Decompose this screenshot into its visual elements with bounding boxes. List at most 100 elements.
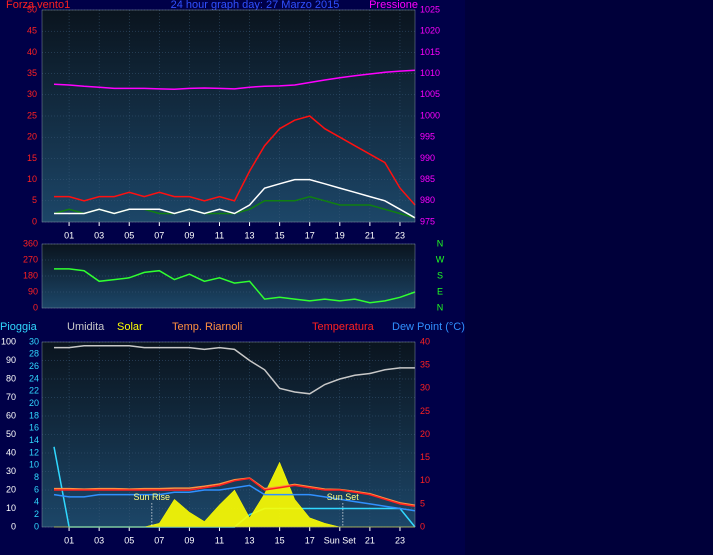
- annotation: Sun Set: [327, 492, 360, 502]
- y-tick-label: 25: [27, 110, 37, 120]
- x-tick-label: 07: [154, 535, 164, 545]
- y-tick-label: 100: [1, 336, 16, 346]
- y3-tick-label: 28: [29, 349, 39, 359]
- x-tick-label: 03: [94, 535, 104, 545]
- y2-tick-label: W: [436, 254, 445, 264]
- y2-tick-label: 975: [420, 216, 435, 226]
- y2-tick-label: N: [437, 238, 444, 248]
- y2-tick-label: E: [437, 286, 443, 296]
- y3-tick-label: 12: [29, 447, 39, 457]
- y2-label: Pressione: [369, 0, 418, 11]
- x-tick-label: 17: [305, 230, 315, 240]
- y2-tick-label: 5: [420, 498, 425, 508]
- y-tick-label: 0: [33, 302, 38, 312]
- x-tick-label: 17: [305, 535, 315, 545]
- series-line: [54, 477, 416, 507]
- y3-tick-label: 8: [34, 472, 39, 482]
- x-tick-label: 23: [395, 535, 405, 545]
- series-line: [54, 344, 415, 395]
- x-tick-label: 01: [64, 230, 74, 240]
- y2-tick-label: 995: [420, 132, 435, 142]
- x-tick-label: 11: [215, 535, 224, 545]
- y2-tick-label: 1000: [420, 110, 440, 120]
- series-line: [54, 477, 416, 507]
- x-tick-label: 09: [184, 230, 194, 240]
- y-tick-label: 80: [6, 373, 16, 383]
- y-tick-label: 30: [27, 89, 37, 99]
- y-tick-label: 360: [23, 238, 38, 248]
- y-tick-label: 270: [23, 254, 38, 264]
- y2-tick-label: S: [437, 270, 443, 280]
- y2-tick-label: 985: [420, 174, 435, 184]
- x-tick-label: 15: [275, 230, 285, 240]
- y-tick-label: 50: [27, 4, 37, 14]
- legend-entry: Pioggia: [0, 321, 38, 333]
- y3-tick-label: 10: [29, 460, 39, 470]
- y-tick-label: 15: [27, 153, 37, 163]
- y2-tick-label: 15: [420, 452, 430, 462]
- series-line: [54, 115, 416, 206]
- y-tick-label: 0: [32, 216, 37, 226]
- y3-tick-label: 18: [29, 410, 39, 420]
- y3-tick-label: 26: [29, 361, 39, 371]
- y3-tick-label: 16: [29, 423, 39, 433]
- y-tick-label: 30: [6, 466, 16, 476]
- y2-tick-label: 10: [420, 475, 430, 485]
- legend-entry: Temp. Riarnoli: [172, 321, 242, 333]
- y2-tick-label: 980: [420, 195, 435, 205]
- x-tick-label: 23: [395, 230, 405, 240]
- y2-tick-label: 20: [420, 429, 430, 439]
- series-line: [53, 484, 416, 512]
- y-tick-label: 40: [6, 447, 16, 457]
- y-tick-label: 45: [27, 26, 37, 36]
- x-tick-label: 07: [154, 230, 164, 240]
- annotation: Sun Rise: [134, 492, 171, 502]
- y3-tick-label: 4: [34, 497, 39, 507]
- x-tick-label: 19: [335, 230, 345, 240]
- y-tick-label: 0: [11, 521, 16, 531]
- y-tick-label: 60: [6, 410, 16, 420]
- y-tick-label: 70: [6, 392, 16, 402]
- plot-border: [41, 341, 416, 528]
- legend-entry: Dew Point (°C): [392, 321, 465, 333]
- y2-tick-label: 1015: [420, 47, 440, 57]
- y2-tick-label: 0: [420, 521, 425, 531]
- y2-tick-label: 1025: [420, 4, 440, 14]
- x-tick-label: Sun Set: [324, 535, 357, 545]
- y-tick-label: 10: [6, 503, 16, 513]
- y2-tick-label: 35: [420, 360, 430, 370]
- y2-tick-label: 1010: [420, 68, 440, 78]
- y-tick-label: 90: [28, 286, 38, 296]
- y3-tick-label: 14: [29, 435, 39, 445]
- y2-tick-label: 1020: [420, 26, 440, 36]
- legend-entry: Solar: [117, 321, 143, 333]
- x-tick-label: 01: [64, 535, 74, 545]
- x-tick-label: 21: [365, 535, 375, 545]
- x-tick-label: 05: [124, 230, 134, 240]
- y2-tick-label: N: [437, 302, 444, 312]
- y3-tick-label: 0: [34, 521, 39, 531]
- x-tick-label: 13: [245, 535, 255, 545]
- y-label: Forza vento1: [6, 0, 70, 11]
- plot-border: [41, 243, 416, 309]
- y-tick-label: 180: [23, 270, 38, 280]
- y2-tick-label: 40: [420, 336, 430, 346]
- x-tick-label: 03: [94, 230, 104, 240]
- y-tick-label: 5: [32, 195, 37, 205]
- series-line: [54, 268, 416, 304]
- plot-border: [41, 9, 416, 223]
- series-line: [54, 178, 416, 219]
- y-tick-label: 50: [6, 429, 16, 439]
- series-line: [53, 69, 416, 91]
- y2-tick-label: 990: [420, 153, 435, 163]
- y3-tick-label: 2: [34, 509, 39, 519]
- x-tick-label: 11: [215, 230, 224, 240]
- x-tick-label: 15: [275, 535, 285, 545]
- chart-title: 24 hour graph day: 27 Marzo 2015: [171, 0, 340, 11]
- y-tick-label: 10: [27, 174, 37, 184]
- y3-tick-label: 20: [29, 398, 39, 408]
- y-tick-label: 20: [27, 132, 37, 142]
- y-tick-label: 20: [6, 484, 16, 494]
